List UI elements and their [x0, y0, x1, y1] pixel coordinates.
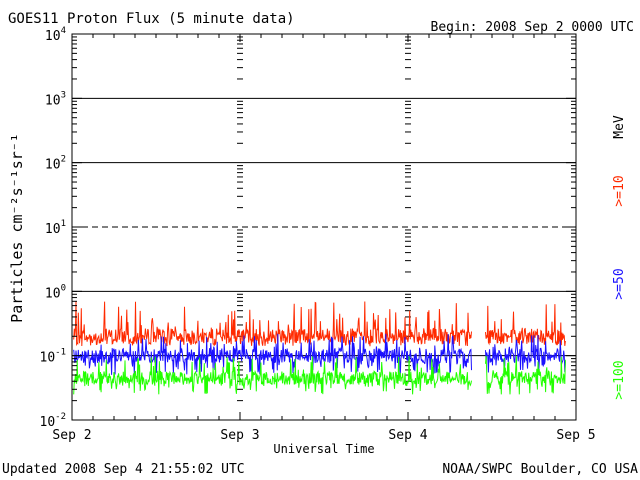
series-layer — [73, 301, 566, 395]
series-line-ge100 — [485, 355, 566, 395]
y-tick-label: 10-2 — [40, 412, 67, 430]
begin-label: Begin: 2008 Sep 2 0000 UTC — [431, 20, 635, 35]
x-tick-label: Sep 4 — [388, 428, 427, 443]
series-line-ge50 — [485, 335, 566, 375]
x-tick-label: Sep 2 — [52, 428, 91, 443]
x-tick-label: Sep 3 — [220, 428, 259, 443]
y-tick-label: 10-1 — [40, 348, 67, 366]
series-line-ge10 — [73, 301, 472, 347]
legend-units: MeV — [612, 115, 627, 139]
y-axis-label: Particles cm⁻²s⁻¹sr⁻¹ — [8, 133, 26, 323]
y-tick-label: 104 — [45, 26, 66, 44]
legend-ge100: >=100 — [612, 360, 627, 399]
updated-timestamp: Updated 2008 Sep 4 21:55:02 UTC — [2, 462, 245, 477]
legend-ge50: >=50 — [612, 268, 627, 299]
x-axis-label: Universal Time — [273, 442, 374, 456]
grid — [72, 36, 576, 402]
y-axis: 10-2 10-1 100 101 102 103 104 — [40, 26, 576, 430]
y-tick-label: 101 — [45, 219, 66, 237]
source-credit: NOAA/SWPC Boulder, CO USA — [442, 462, 638, 477]
chart-title: GOES11 Proton Flux (5 minute data) — [8, 11, 295, 27]
series-line-ge50 — [73, 333, 472, 376]
series-line-ge10 — [485, 304, 566, 346]
y-tick-label: 100 — [45, 283, 66, 301]
legend-ge10: >=10 — [612, 175, 627, 206]
x-axis: Sep 2 Sep 3 Sep 4 Sep 5 — [52, 34, 596, 443]
y-tick-label: 102 — [45, 155, 66, 173]
y-tick-label: 103 — [45, 90, 66, 108]
series-line-ge100 — [73, 356, 472, 395]
x-tick-label: Sep 5 — [556, 428, 595, 443]
